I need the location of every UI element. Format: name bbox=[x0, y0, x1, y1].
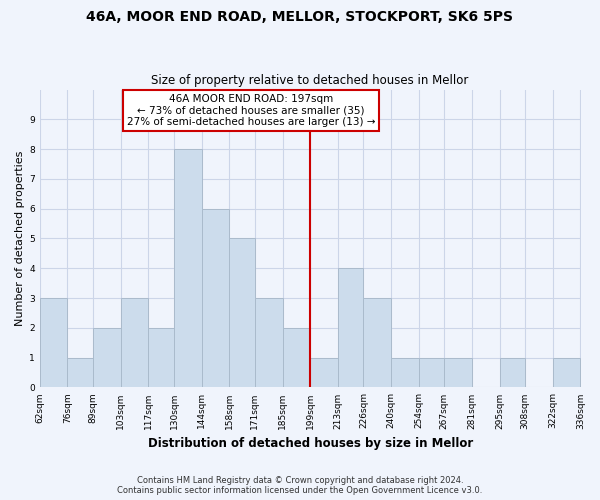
Bar bbox=[40, 298, 67, 388]
Bar bbox=[338, 268, 364, 388]
Bar bbox=[419, 358, 445, 388]
Bar bbox=[148, 328, 174, 388]
Bar bbox=[67, 358, 93, 388]
Bar bbox=[364, 298, 391, 388]
Bar bbox=[500, 358, 525, 388]
Bar bbox=[93, 328, 121, 388]
Y-axis label: Number of detached properties: Number of detached properties bbox=[15, 151, 25, 326]
Bar bbox=[229, 238, 255, 388]
Text: 46A, MOOR END ROAD, MELLOR, STOCKPORT, SK6 5PS: 46A, MOOR END ROAD, MELLOR, STOCKPORT, S… bbox=[86, 10, 514, 24]
Bar bbox=[283, 328, 310, 388]
X-axis label: Distribution of detached houses by size in Mellor: Distribution of detached houses by size … bbox=[148, 437, 473, 450]
Bar bbox=[445, 358, 472, 388]
Bar bbox=[121, 298, 148, 388]
Text: Contains HM Land Registry data © Crown copyright and database right 2024.
Contai: Contains HM Land Registry data © Crown c… bbox=[118, 476, 482, 495]
Bar bbox=[310, 358, 338, 388]
Title: Size of property relative to detached houses in Mellor: Size of property relative to detached ho… bbox=[151, 74, 469, 87]
Bar bbox=[255, 298, 283, 388]
Text: 46A MOOR END ROAD: 197sqm
← 73% of detached houses are smaller (35)
27% of semi-: 46A MOOR END ROAD: 197sqm ← 73% of detac… bbox=[127, 94, 375, 127]
Bar bbox=[174, 149, 202, 388]
Bar bbox=[391, 358, 419, 388]
Bar bbox=[202, 208, 229, 388]
Bar bbox=[553, 358, 580, 388]
